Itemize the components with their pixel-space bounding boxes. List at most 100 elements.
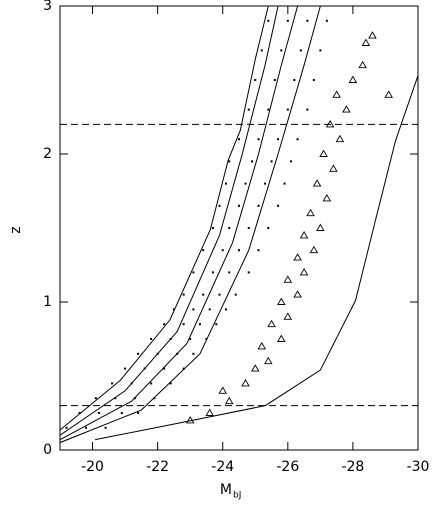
dot-point [215,323,218,326]
dot-point [267,19,270,22]
dot-point [254,79,257,81]
dot-point [221,249,224,252]
dot-point [247,271,250,274]
dot-point [286,108,289,111]
triangle-point [335,134,345,143]
triangle-point [368,31,377,39]
dot-point [163,323,166,326]
dot-point [182,323,185,326]
dot-point [198,323,201,326]
dot-point [273,79,276,81]
dot-point [143,367,146,370]
triangle-point [312,179,322,187]
dot-point [325,19,328,22]
triangle-point [322,194,332,202]
x-tick-label: -30 [407,459,430,475]
dot-point [319,49,322,52]
x-axis-label: M [220,482,232,498]
dot-point [218,293,221,296]
dot-point [111,382,114,385]
dot-point [283,182,286,185]
dot-point [267,108,270,111]
dot-point [260,49,263,52]
y-tick-label: 2 [43,146,52,162]
triangle-point [316,223,325,231]
dot-point [114,397,117,400]
dot-point [218,204,221,207]
curve [60,6,321,444]
dot-point [296,138,299,141]
dot-point [299,49,302,52]
dot-point [137,352,140,355]
x-tick-label: -20 [81,459,104,475]
dot-point [228,160,231,163]
y-tick-label: 0 [43,442,52,458]
dot-point [150,382,153,385]
dot-point [192,352,195,355]
triangle-point [319,149,328,157]
dot-point [150,338,153,340]
triangle-point [329,164,338,172]
triangle-point [250,364,260,372]
dot-point [228,227,231,229]
dot-point [293,79,296,81]
dot-point [104,426,107,429]
dot-point [224,308,227,311]
dot-point [306,19,309,22]
triangle-point [257,342,267,350]
triangle-point [332,90,341,98]
dot-point [85,426,88,429]
dot-point [94,397,97,400]
triangle-point [309,245,319,254]
dot-point [251,160,254,163]
dot-point [182,293,185,296]
curve [60,6,269,431]
dot-point [211,227,214,229]
dot-point [153,397,156,400]
triangle-point [205,408,214,416]
dot-point [130,382,133,385]
triangle-point [283,312,293,320]
dot-point [192,308,195,311]
triangle-point [224,396,234,405]
dot-point [277,204,280,207]
triangle-point [185,416,195,424]
plot-frame [59,5,419,451]
dot-point [208,308,211,311]
dot-point [238,204,240,207]
dot-point [163,367,166,370]
dot-point [202,293,205,296]
y-axis-label: z [8,226,24,233]
dot-point [238,138,240,141]
x-tick-label: -22 [146,459,169,475]
y-tick-label: 1 [43,294,52,310]
dot-point [280,49,283,52]
dot-point [189,338,192,340]
y-tick-label: 3 [43,0,52,14]
dot-point [224,182,227,185]
dot-point [257,204,260,207]
dot-point [98,412,101,414]
triangle-point [277,334,286,342]
triangle-point [361,38,371,46]
triangle-point [384,90,393,98]
dot-point [234,293,237,296]
dot-point [270,160,273,163]
dot-point [264,182,267,185]
triangle-point [293,290,302,298]
dot-point [277,138,280,141]
dot-point [267,227,270,229]
dot-point [205,338,208,340]
dot-point [247,227,250,229]
dot-point [306,108,309,111]
triangle-point [264,356,273,365]
triangle-point [299,268,309,276]
dot-point [176,352,179,355]
dot-point [172,308,175,311]
dot-point [247,108,250,111]
dot-point [169,338,172,340]
triangle-point [306,208,315,217]
dot-point [78,412,81,414]
dot-point [169,382,172,385]
